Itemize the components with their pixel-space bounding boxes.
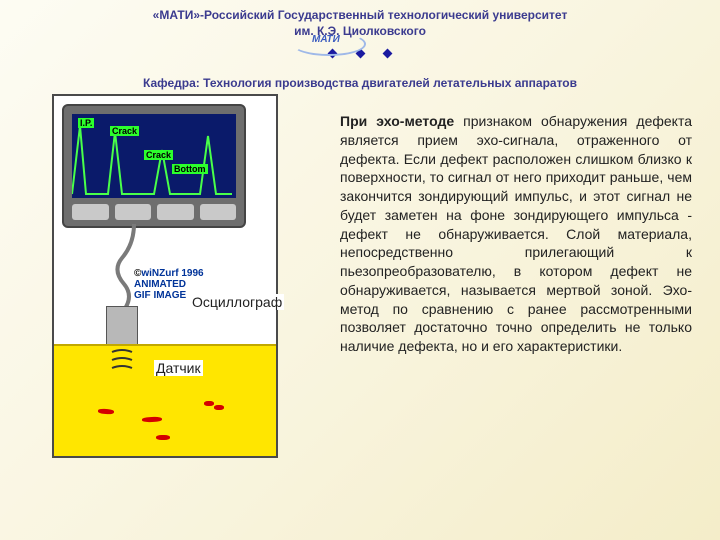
defect-mark (214, 405, 224, 410)
trace-tag-crack2: Crack (144, 150, 173, 160)
mati-logo: МАТИ (292, 28, 362, 56)
paragraph: При эхо-методе признаком обнаружения деф… (340, 112, 692, 356)
echo-method-diagram: I.P. Crack Crack Bottom ©wiNZurf 1996 AN… (52, 94, 278, 458)
oscilloscope-controls (72, 204, 236, 220)
trace-tag-ip: I.P. (78, 118, 94, 128)
knob-icon (157, 204, 194, 220)
univ-name-line1: «МАТИ»-Российский Государственный технол… (0, 8, 720, 22)
credit-text-4: GIF IMAGE (134, 290, 186, 301)
label-probe: Датчик (154, 360, 203, 376)
oscilloscope-body: I.P. Crack Crack Bottom (62, 104, 246, 228)
trace-tag-bottom: Bottom (172, 164, 208, 174)
defect-mark (204, 401, 214, 406)
trace-tag-crack1: Crack (110, 126, 139, 136)
waves-icon (110, 348, 140, 378)
ultrasonic-probe (106, 306, 138, 346)
department-name: Кафедра: Технология производства двигате… (0, 76, 720, 90)
logo-text: МАТИ (312, 34, 340, 45)
credit-text-2: Zurf 1996 (159, 268, 203, 279)
knob-icon (115, 204, 152, 220)
body-text: признаком обнаружения дефекта является п… (340, 113, 692, 354)
knob-icon (200, 204, 237, 220)
label-oscilloscope: Осциллограф (190, 294, 284, 310)
diamond-icon (383, 49, 393, 59)
defect-mark (156, 435, 170, 440)
lead-phrase: При эхо-методе (340, 113, 454, 129)
credit-text-1: wiN (141, 268, 159, 279)
oscilloscope-screen: I.P. Crack Crack Bottom (72, 114, 236, 198)
credit-text-3: ANIMATED (134, 279, 186, 290)
knob-icon (72, 204, 109, 220)
